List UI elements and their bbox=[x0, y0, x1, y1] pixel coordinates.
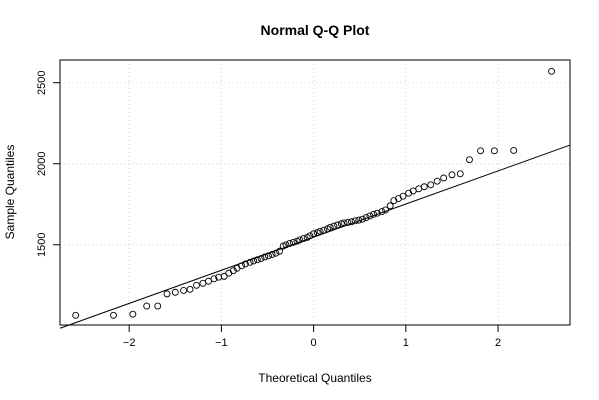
data-point bbox=[456, 170, 464, 178]
y-tick-label: 2000 bbox=[36, 151, 48, 175]
data-point bbox=[180, 287, 188, 294]
data-point bbox=[477, 147, 484, 155]
data-point bbox=[264, 252, 272, 260]
data-point bbox=[347, 218, 355, 226]
data-point bbox=[238, 262, 246, 270]
data-point bbox=[390, 197, 398, 205]
data-point bbox=[250, 257, 258, 265]
data-point bbox=[246, 258, 254, 266]
data-point bbox=[510, 146, 518, 154]
data-point bbox=[448, 171, 456, 179]
data-point bbox=[366, 212, 374, 220]
x-tick-label: 0 bbox=[311, 337, 317, 349]
data-point bbox=[272, 249, 280, 257]
y-tick-label: 2500 bbox=[36, 70, 48, 94]
data-point bbox=[351, 217, 359, 225]
data-point bbox=[320, 226, 328, 234]
y-tick-label: 1500 bbox=[36, 233, 48, 257]
data-point bbox=[373, 209, 381, 217]
data-point bbox=[386, 202, 394, 210]
data-point bbox=[420, 183, 428, 191]
data-point bbox=[427, 181, 435, 189]
data-point bbox=[330, 222, 338, 230]
data-point bbox=[440, 174, 448, 182]
data-point bbox=[229, 267, 237, 275]
data-point bbox=[289, 238, 297, 246]
data-point bbox=[466, 156, 473, 164]
data-point bbox=[337, 220, 345, 228]
data-point bbox=[276, 247, 283, 255]
data-point bbox=[344, 218, 352, 226]
x-tick-label: 2 bbox=[495, 337, 501, 349]
data-point bbox=[225, 269, 233, 277]
data-point bbox=[261, 253, 269, 261]
data-point bbox=[186, 285, 194, 293]
data-point bbox=[334, 221, 342, 229]
data-point bbox=[296, 236, 304, 244]
y-axis: 1500 2000 2500 bbox=[36, 70, 60, 257]
y-axis-label: Sample Quantiles bbox=[3, 145, 17, 240]
x-tick-label: −1 bbox=[215, 337, 228, 349]
data-point bbox=[193, 281, 200, 289]
data-point bbox=[300, 235, 307, 243]
data-point bbox=[306, 232, 314, 240]
data-point bbox=[171, 288, 179, 296]
chart-title: Normal Q-Q Plot bbox=[261, 22, 370, 38]
data-point bbox=[359, 215, 366, 223]
plot-frame bbox=[59, 59, 571, 326]
data-point bbox=[316, 228, 324, 235]
data-point bbox=[205, 277, 212, 285]
data-point bbox=[154, 302, 162, 310]
data-point bbox=[110, 311, 117, 319]
data-point bbox=[210, 275, 218, 283]
data-point bbox=[129, 310, 137, 318]
x-axis-label: Theoretical Quantiles bbox=[258, 371, 371, 385]
data-point bbox=[143, 302, 151, 310]
data-point bbox=[355, 216, 363, 224]
data-point bbox=[310, 230, 318, 238]
x-tick-label: −2 bbox=[123, 337, 136, 349]
data-point bbox=[72, 311, 80, 319]
data-point bbox=[268, 251, 276, 258]
data-point bbox=[370, 210, 378, 218]
data-point bbox=[340, 219, 348, 227]
grid-lines bbox=[60, 60, 570, 325]
data-point bbox=[163, 290, 171, 298]
data-point bbox=[490, 147, 498, 155]
data-point bbox=[286, 240, 294, 247]
x-axis: −2 −1 0 1 2 bbox=[123, 325, 501, 349]
data-point bbox=[253, 256, 261, 264]
data-point bbox=[382, 206, 390, 214]
data-point bbox=[433, 177, 441, 185]
data-point bbox=[241, 260, 249, 268]
data-point bbox=[399, 192, 407, 200]
data-point bbox=[548, 67, 556, 75]
data-point bbox=[257, 255, 265, 262]
data-point bbox=[220, 272, 228, 280]
data-point bbox=[378, 208, 386, 215]
data-point bbox=[282, 241, 290, 249]
x-tick-label: 1 bbox=[403, 337, 409, 349]
data-point bbox=[362, 214, 370, 221]
data-points bbox=[72, 67, 556, 319]
data-point bbox=[326, 223, 334, 231]
